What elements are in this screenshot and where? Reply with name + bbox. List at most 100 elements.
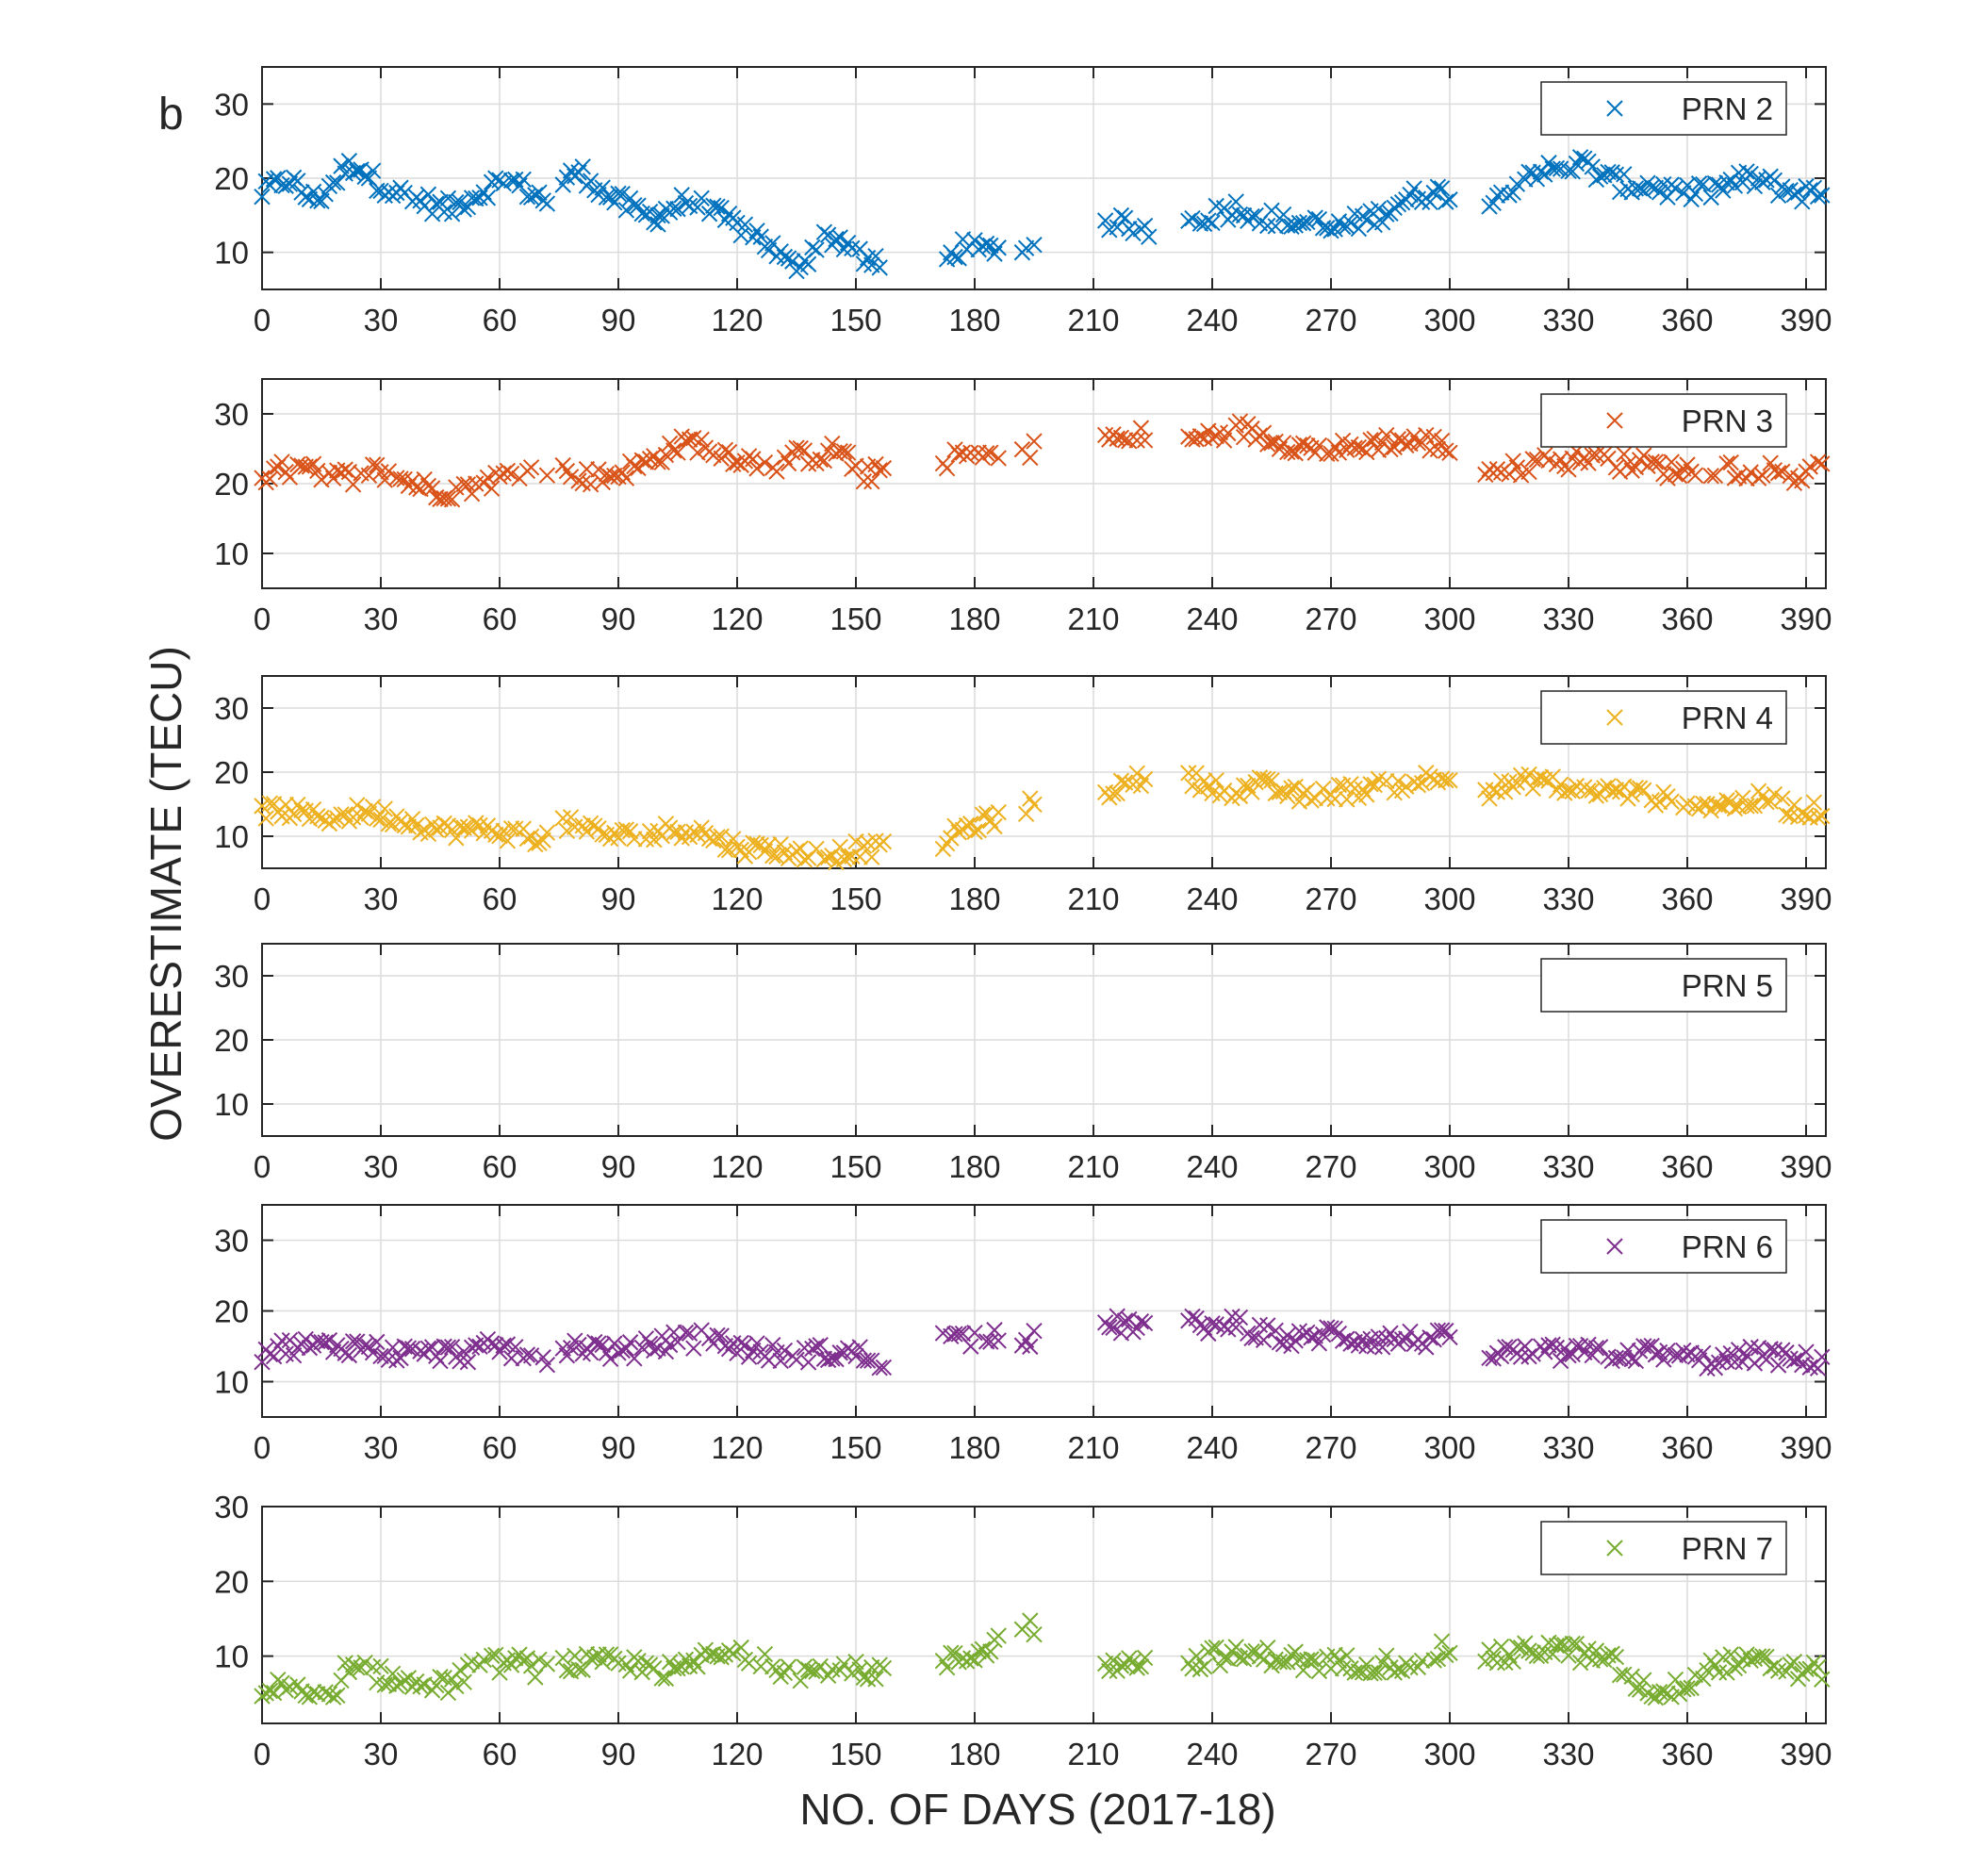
data-point <box>1635 1672 1652 1689</box>
data-point <box>685 1340 702 1357</box>
x-tick-label: 330 <box>1542 1149 1594 1184</box>
data-point <box>412 1678 429 1695</box>
data-point <box>384 1665 402 1682</box>
data-point <box>1136 1649 1154 1667</box>
x-tick-label: 150 <box>830 882 881 916</box>
data-point <box>986 817 1003 835</box>
data-point <box>1520 1347 1537 1365</box>
data-point <box>428 821 445 838</box>
y-tick-label: 10 <box>214 1365 249 1400</box>
x-tick-label: 90 <box>601 303 636 338</box>
data-point <box>713 199 730 217</box>
y-tick-label: 10 <box>214 1640 249 1674</box>
legend-marker <box>1606 1540 1623 1557</box>
data-point <box>432 490 449 508</box>
data-point <box>423 480 441 497</box>
data-point <box>1026 1322 1043 1340</box>
x-tick-label: 0 <box>254 1149 271 1184</box>
data-point <box>455 1343 472 1360</box>
data-point <box>713 450 730 467</box>
data-point <box>1508 459 1526 476</box>
data-point <box>518 830 536 848</box>
data-point <box>1382 440 1399 458</box>
x-tick-label: 60 <box>483 1149 518 1184</box>
data-point <box>1116 432 1134 449</box>
data-point <box>1116 209 1134 226</box>
data-point <box>831 838 848 856</box>
data-point <box>1346 1664 1363 1681</box>
x-tick-label: 150 <box>830 1430 881 1465</box>
y-tick-label: 10 <box>214 236 249 271</box>
data-point <box>804 1662 821 1680</box>
data-point <box>1715 182 1732 199</box>
data-point <box>1200 212 1217 229</box>
x-tick-label: 60 <box>483 1430 518 1465</box>
data-point <box>1814 807 1831 825</box>
data-point <box>709 198 726 215</box>
data-point <box>1362 776 1379 793</box>
data-point <box>349 797 366 814</box>
data-point <box>459 1354 477 1371</box>
data-point <box>1017 805 1035 823</box>
data-point <box>844 1665 861 1682</box>
x-tick-label: 120 <box>711 1430 763 1465</box>
x-tick-label: 300 <box>1423 1430 1475 1465</box>
data-point <box>1488 1655 1506 1672</box>
data-point <box>1488 783 1506 800</box>
x-tick-label: 150 <box>830 1737 881 1771</box>
data-point <box>1659 1342 1676 1359</box>
data-point <box>665 824 682 841</box>
data-point <box>531 1651 548 1668</box>
data-point <box>990 450 1007 467</box>
data-point <box>1603 783 1620 800</box>
data-point <box>1591 1651 1609 1668</box>
x-tick-label: 210 <box>1067 1149 1119 1184</box>
x-tick-label: 120 <box>711 1149 763 1184</box>
x-tick-label: 150 <box>830 601 881 636</box>
data-point <box>1742 165 1759 183</box>
data-point <box>1128 765 1145 783</box>
data-point <box>590 461 607 478</box>
x-tick-label: 90 <box>601 1737 636 1771</box>
data-point <box>495 465 512 482</box>
data-point <box>1438 193 1454 210</box>
data-point <box>1591 168 1609 185</box>
data-point <box>621 823 639 840</box>
data-point <box>784 253 801 270</box>
data-point <box>859 1352 877 1369</box>
x-tick-label: 30 <box>364 882 399 916</box>
data-point <box>1524 451 1541 468</box>
y-tick-label: 10 <box>214 1087 249 1122</box>
data-point <box>637 1655 655 1672</box>
data-point <box>626 831 643 848</box>
legend-box <box>1540 81 1787 136</box>
legend: PRN 4 <box>1540 690 1787 745</box>
data-point <box>646 1659 663 1677</box>
legend: PRN 7 <box>1540 1521 1787 1575</box>
legend-label: PRN 5 <box>1682 968 1773 1003</box>
data-point <box>432 1352 449 1370</box>
data-point <box>574 158 591 175</box>
data-point <box>439 189 457 207</box>
data-point <box>875 1359 893 1376</box>
legend: PRN 6 <box>1540 1219 1787 1274</box>
data-point <box>1441 1644 1458 1661</box>
data-point <box>617 821 635 838</box>
data-point <box>1441 444 1458 462</box>
data-point <box>946 248 963 266</box>
data-point <box>1310 1335 1328 1352</box>
data-point <box>435 1338 452 1355</box>
x-tick-label: 390 <box>1780 882 1832 916</box>
data-point <box>776 1342 794 1359</box>
data-point <box>1571 149 1589 166</box>
data-point <box>1184 778 1201 795</box>
data-point <box>1690 175 1708 192</box>
data-point <box>867 247 884 265</box>
x-tick-label: 120 <box>711 601 763 636</box>
data-point <box>1405 180 1422 197</box>
data-point <box>518 1346 536 1363</box>
data-point <box>1101 1319 1118 1336</box>
data-point <box>804 239 821 256</box>
data-point <box>1259 1640 1276 1656</box>
data-point <box>1188 1647 1205 1665</box>
